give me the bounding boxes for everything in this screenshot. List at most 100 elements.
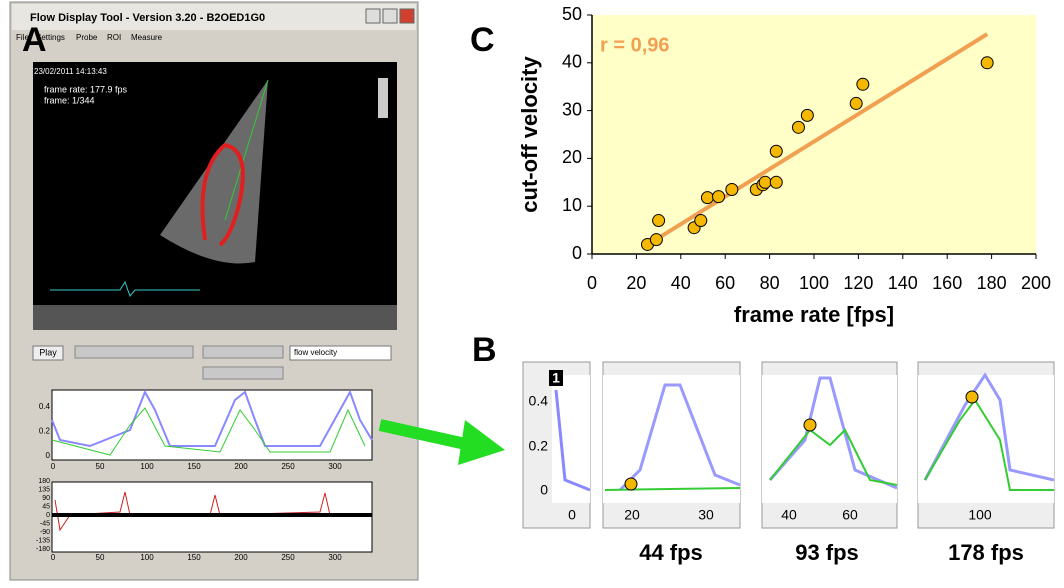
menu-item[interactable]: Probe [76, 33, 98, 42]
slider[interactable] [202, 345, 284, 359]
point [694, 214, 708, 228]
point [980, 56, 994, 70]
x-tick-label: 0 [568, 507, 576, 523]
x-tick-label: 180 [977, 273, 1007, 293]
curve [554, 389, 591, 492]
x-tick-label: 120 [843, 273, 873, 293]
point [712, 190, 726, 204]
x-tick-label: 50 [96, 553, 105, 562]
y-tick-label: 0 [540, 482, 548, 498]
x-tick-label: 250 [281, 462, 295, 471]
close[interactable] [399, 8, 415, 24]
window-title: Flow Display Tool - Version 3.20 - B2OED… [30, 12, 265, 24]
maximize[interactable] [382, 8, 398, 24]
y-tick-label: 45 [42, 503, 50, 510]
y-tick-label: 0 [46, 512, 50, 519]
arrow [378, 419, 472, 451]
panel-label: B [472, 331, 497, 369]
slider[interactable] [202, 366, 284, 380]
slider[interactable] [74, 345, 194, 359]
curve [769, 428, 898, 486]
x-tick-label: 150 [187, 553, 201, 562]
y-tick-label: -45 [40, 520, 50, 527]
y-tick-label: 0 [46, 451, 51, 460]
point [758, 175, 772, 189]
band [52, 513, 372, 517]
x-tick-label: 80 [760, 273, 780, 293]
y-tick-label: -135 [36, 537, 50, 544]
x-tick-label: 150 [187, 462, 201, 471]
y-tick-label: -90 [40, 529, 50, 536]
y-tick-label: 0.2 [39, 427, 51, 436]
marker [965, 390, 979, 404]
point [769, 144, 783, 158]
title-bar [12, 4, 416, 30]
plot-area [592, 15, 1036, 254]
menu-item[interactable]: Measure [131, 33, 163, 42]
y-tick-label: 90 [42, 495, 50, 502]
marker [624, 477, 638, 491]
curve [924, 398, 1054, 491]
x-tick-label: 100 [968, 507, 992, 523]
thumb-marker: 1 [552, 370, 560, 386]
line [224, 79, 269, 221]
y-tick-label: 135 [38, 486, 50, 493]
x-tick-label: 40 [781, 507, 797, 523]
point [800, 108, 814, 122]
x-tick-label: 100 [799, 273, 829, 293]
annotation: r = 0,96 [600, 34, 670, 56]
x-tick-label: 100 [140, 462, 154, 471]
fit-line [650, 32, 989, 244]
caption: 93 fps [795, 540, 859, 565]
point [649, 233, 663, 247]
y-tick-label: 0 [572, 243, 582, 263]
thumb-plot [762, 375, 897, 503]
point [856, 77, 870, 91]
y-tick-label: 40 [562, 52, 582, 72]
x-tick-label: 60 [715, 273, 735, 293]
y-tick-label: -180 [36, 546, 50, 553]
minimize[interactable] [365, 8, 381, 24]
dropdown-label: flow velocity [294, 348, 337, 357]
y-tick-label: 180 [38, 478, 50, 485]
dropdown[interactable] [289, 345, 392, 361]
curve [51, 389, 373, 448]
sector [160, 80, 268, 264]
menu-item[interactable]: Settings [36, 33, 65, 42]
x-tick-label: 200 [1021, 273, 1051, 293]
point [700, 191, 714, 205]
x-tick-label: 140 [888, 273, 918, 293]
panel-label: A [22, 21, 47, 59]
curve [768, 376, 898, 490]
screenshot: Flow Display Tool - Version 3.20 - B2OED… [9, 1, 419, 581]
scale-bar [378, 78, 388, 118]
play-button[interactable] [32, 345, 64, 361]
x-tick-label: 250 [281, 553, 295, 562]
x-axis-label: frame rate [fps] [734, 302, 894, 327]
x-tick-label: 60 [842, 507, 858, 523]
x-tick-label: 300 [328, 462, 342, 471]
ecg [50, 280, 200, 297]
play-label: Play [39, 347, 57, 357]
thumb-plot [918, 375, 1054, 503]
curve [51, 407, 366, 456]
y-axis-label: cut-off velocity [517, 56, 542, 213]
panel-label: C [470, 21, 495, 59]
x-tick-label: 0 [51, 462, 56, 471]
point [849, 96, 863, 110]
marker [803, 418, 817, 432]
y-tick-label: 0.4 [39, 402, 51, 411]
x-tick-label: 160 [932, 273, 962, 293]
menu-item[interactable]: ROI [107, 33, 121, 42]
y-tick-label: 0.2 [529, 438, 549, 454]
contour [200, 142, 245, 247]
point [791, 120, 805, 134]
y-tick-label: 0.4 [529, 393, 549, 409]
frame-rate: frame rate: 177.9 fps [44, 84, 128, 94]
x-tick-label: 30 [698, 507, 714, 523]
frame-count: frame: 1/344 [44, 95, 95, 105]
timestamp: 23/02/2011 14:13:43 [34, 67, 107, 76]
menu-item[interactable]: File [16, 33, 29, 42]
marker-box [549, 370, 563, 386]
image-footer [33, 305, 397, 330]
